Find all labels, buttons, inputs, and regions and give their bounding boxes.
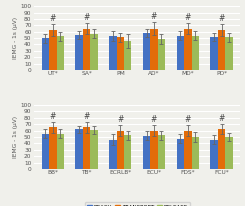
Text: #: # bbox=[151, 12, 157, 21]
Bar bbox=[75, 129, 83, 169]
Bar bbox=[109, 36, 117, 70]
Text: #: # bbox=[50, 14, 56, 23]
Bar bbox=[150, 28, 158, 70]
Bar bbox=[158, 39, 165, 70]
Legend: REACH, TRANSPORT, RELEASE: REACH, TRANSPORT, RELEASE bbox=[85, 202, 190, 206]
Bar bbox=[225, 137, 233, 169]
Bar bbox=[192, 137, 199, 169]
Bar bbox=[177, 139, 184, 169]
Text: #: # bbox=[117, 115, 123, 124]
Bar bbox=[218, 30, 225, 70]
Text: #: # bbox=[151, 115, 157, 124]
Bar bbox=[49, 30, 57, 70]
Bar bbox=[143, 136, 150, 169]
Bar bbox=[150, 131, 158, 169]
Bar bbox=[143, 33, 150, 70]
Bar bbox=[184, 28, 192, 70]
Bar bbox=[184, 131, 192, 169]
Bar bbox=[90, 34, 98, 70]
Bar bbox=[177, 36, 184, 70]
Bar bbox=[218, 129, 225, 169]
Bar bbox=[49, 128, 57, 169]
Bar bbox=[210, 139, 218, 169]
Bar bbox=[42, 38, 49, 70]
Bar bbox=[158, 135, 165, 169]
Bar bbox=[83, 28, 90, 70]
Bar bbox=[42, 134, 49, 169]
Y-axis label: IEMG - 1s (μV): IEMG - 1s (μV) bbox=[13, 116, 18, 158]
Bar bbox=[75, 35, 83, 70]
Text: #: # bbox=[185, 13, 191, 22]
Bar bbox=[124, 135, 132, 169]
Y-axis label: IEMG - 1s (μV): IEMG - 1s (μV) bbox=[13, 17, 18, 59]
Bar bbox=[192, 36, 199, 70]
Text: #: # bbox=[83, 13, 90, 22]
Text: #: # bbox=[83, 112, 90, 121]
Bar bbox=[225, 37, 233, 70]
Bar bbox=[124, 41, 132, 70]
Bar bbox=[83, 128, 90, 169]
Bar bbox=[117, 131, 124, 169]
Bar bbox=[90, 130, 98, 169]
Text: #: # bbox=[50, 112, 56, 121]
Bar bbox=[109, 139, 117, 169]
Bar bbox=[210, 37, 218, 70]
Text: #: # bbox=[218, 114, 225, 123]
Text: #: # bbox=[218, 14, 225, 23]
Bar bbox=[57, 36, 64, 70]
Bar bbox=[117, 37, 124, 70]
Bar bbox=[57, 134, 64, 169]
Text: #: # bbox=[185, 115, 191, 124]
